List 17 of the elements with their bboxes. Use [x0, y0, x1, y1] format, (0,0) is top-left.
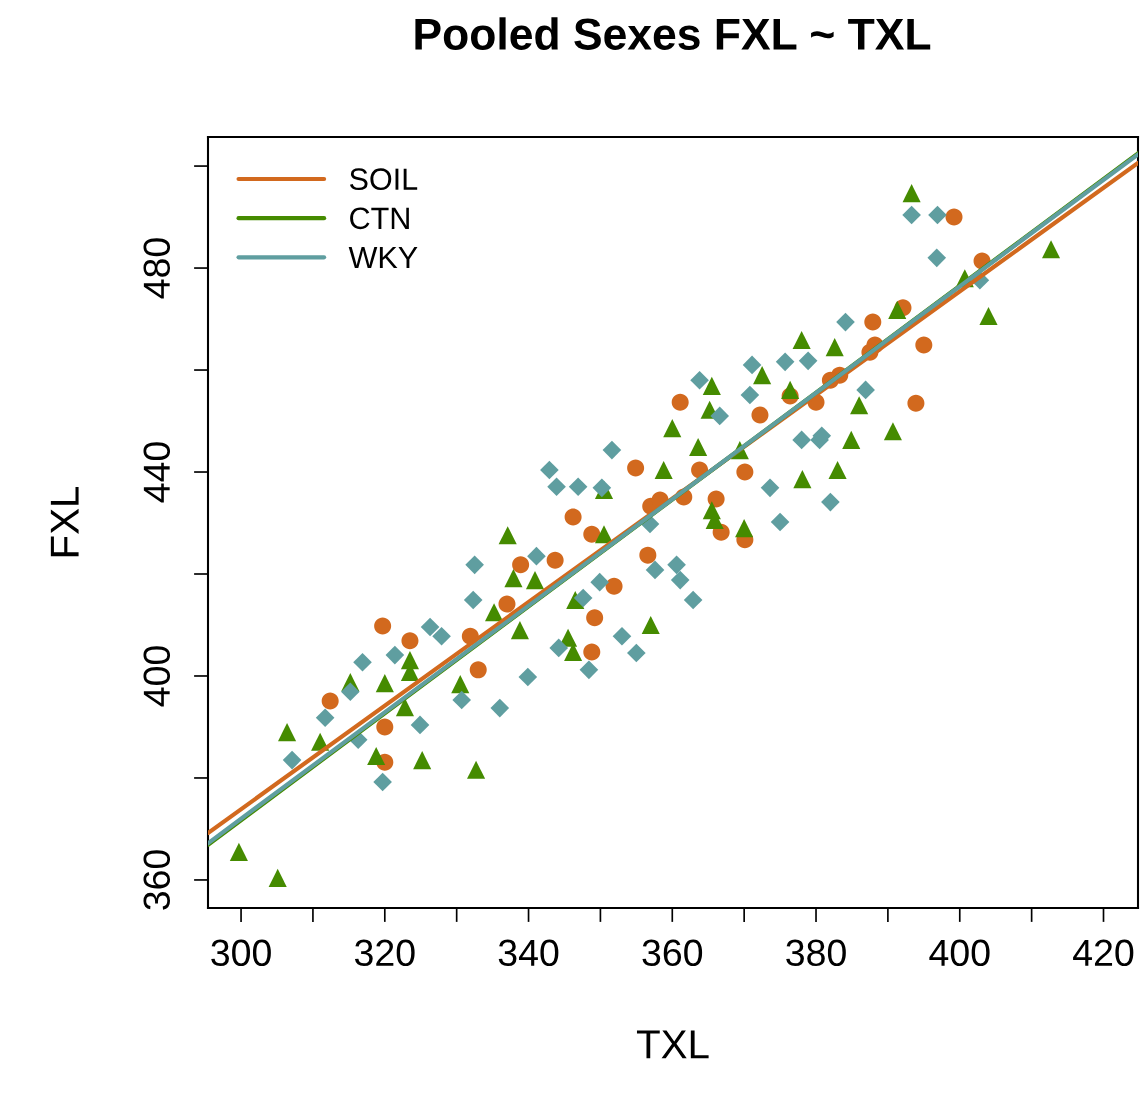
x-tick-label: 300: [211, 939, 271, 967]
y-tick-label: 440: [143, 442, 171, 503]
chart-title: Pooled Sexes FXL ~ TXL: [415, 17, 931, 50]
x-tick-label: 380: [786, 939, 846, 967]
legend-label: WKY: [348, 247, 418, 269]
x-tick-label: 420: [1073, 939, 1134, 967]
y-tick-label: 400: [143, 646, 171, 707]
y-tick-label: 480: [143, 238, 171, 299]
x-tick-label: 320: [354, 939, 415, 967]
legend-label: SOIL: [349, 168, 418, 190]
x-tick-label: 400: [929, 939, 990, 967]
x-axis-title: TXL: [636, 1030, 709, 1059]
x-tick-label: 360: [642, 939, 703, 967]
y-tick-label: 360: [143, 850, 171, 910]
x-tick-label: 340: [498, 939, 559, 967]
y-axis-title: FXL: [50, 486, 79, 557]
legend-label: CTN: [350, 207, 409, 230]
